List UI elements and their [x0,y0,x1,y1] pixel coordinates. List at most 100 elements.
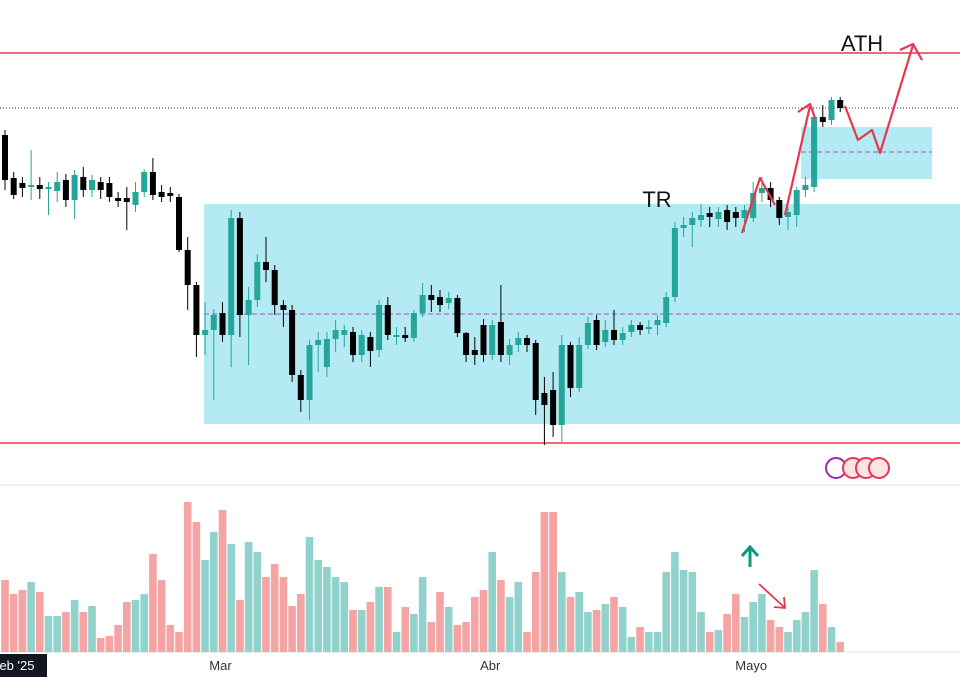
candle-body [428,295,435,300]
candle-body [819,117,826,122]
x-tick-label: Mar [209,658,232,673]
volume-bar [288,606,296,652]
candle-body [167,193,174,196]
candle-body [158,192,165,197]
volume-bar [618,607,627,652]
volume-bar [79,612,88,652]
candle-body [236,218,243,315]
zones [0,52,960,444]
volume-bar [114,625,122,652]
volume-bar [444,607,453,652]
volume-bar [331,577,340,652]
candle-body [645,327,652,329]
candle-body [454,298,461,333]
volume-bar [1,580,9,652]
candle-body [550,390,557,425]
volume-bar [436,592,444,652]
candle-body [350,332,356,355]
candle-body [323,339,330,367]
candle-body [332,330,339,339]
up-arrow [740,544,760,567]
candle-body [306,345,313,400]
volume-bar [88,606,96,652]
arrow-head [899,42,923,61]
volume-bar [592,610,601,652]
volume-bar [505,597,514,652]
candle-body [524,338,530,345]
volume-bar [653,632,662,652]
volume-bar [323,567,331,652]
candle-body [358,335,365,355]
volume-bar [723,614,731,652]
volume-bar [471,597,479,652]
candle-body [132,192,139,205]
candle-body [297,375,304,400]
candle-body [715,212,722,219]
candle-body [228,218,235,335]
volume-bar [610,597,618,652]
volume-bar [244,542,253,652]
volume-bar [62,612,70,652]
candle-body [785,212,791,217]
candle-body [176,197,182,250]
volume-bar [758,594,766,652]
volume-bar [836,642,844,652]
candle-body [445,298,452,303]
volume-bar [627,637,636,652]
volume-bar [775,627,784,652]
volume-bar [305,537,314,652]
candle-body [663,297,670,323]
volume-bar [732,594,740,652]
volume-bar [740,617,749,652]
volume-bar [375,587,383,652]
volume-bar [297,594,305,652]
volume-bar [810,570,818,652]
candle-body [671,228,678,297]
volume-bar [192,522,201,652]
volume-bar [705,632,714,652]
volume-bar [357,610,366,652]
volume-bar [401,607,409,652]
volume-bar [688,572,697,652]
volume-bar [827,627,836,652]
volume-bar [123,602,131,652]
volume-bar [549,512,557,652]
candle-body [54,182,61,191]
x-tick-label: Abr [480,658,501,673]
volume-bar [792,620,801,652]
candle-body [384,305,391,335]
volume-bar [18,590,27,652]
up-arrow-head [740,544,760,557]
candle-body [28,185,35,187]
candle-body [254,262,261,300]
volume-bar [149,554,157,652]
icon [868,457,890,479]
volume-bar [131,600,140,652]
candle-body [263,262,269,270]
arrow-head [797,102,817,119]
candle-body [541,393,548,405]
volume-bar [584,612,592,652]
candle-body [184,250,191,285]
candle-body [793,190,800,215]
volume-bar [253,552,262,652]
date-badge [0,654,47,677]
candle-body [593,320,600,345]
candle-body [497,322,504,355]
volume-bar [453,625,462,652]
volume-bar [749,602,757,652]
candle-body [419,295,426,313]
volume-bar [53,616,61,652]
candle-body [19,183,26,188]
candle-body [776,200,783,218]
candle-body [471,350,478,355]
candle-body [802,185,809,190]
candle-body [811,117,818,187]
candle-body [315,340,322,345]
candle-body [271,270,278,305]
candle-body [123,198,130,202]
zone [801,127,932,179]
volume-bar [314,560,322,652]
volume-bar [497,580,505,652]
candle-body [89,180,95,190]
